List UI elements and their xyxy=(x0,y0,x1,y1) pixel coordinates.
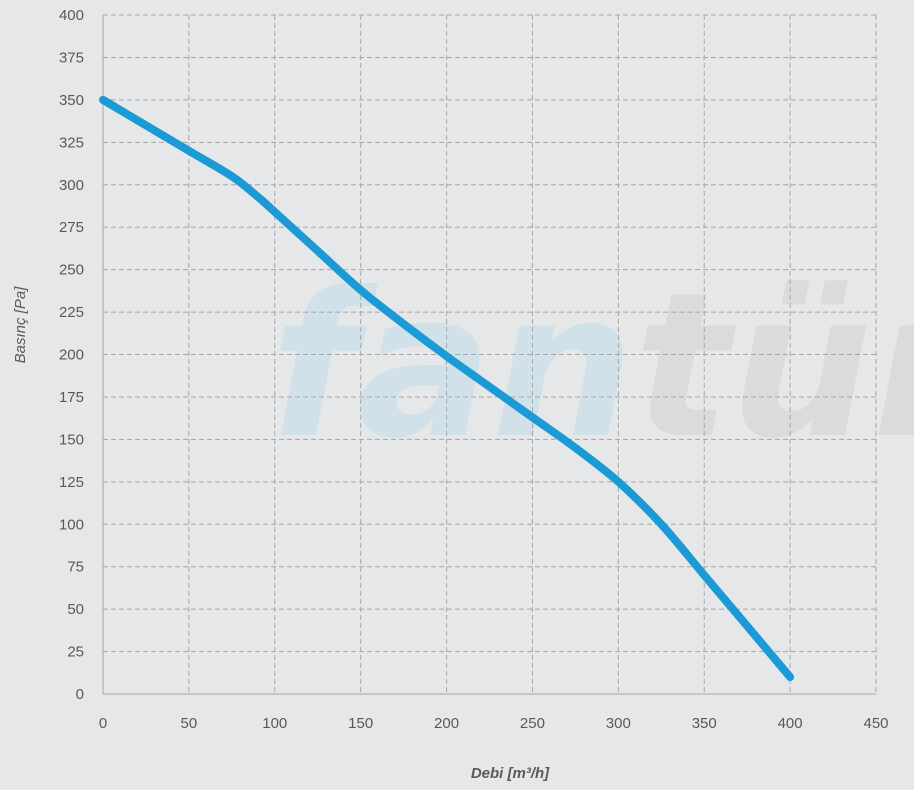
y-tick-label: 175 xyxy=(59,389,84,406)
y-tick-label: 375 xyxy=(59,49,84,66)
y-tick-label: 250 xyxy=(59,262,84,279)
y-tick-label: 325 xyxy=(59,134,84,151)
y-tick-label: 200 xyxy=(59,347,84,364)
y-tick-label: 150 xyxy=(59,431,84,448)
x-tick-label: 250 xyxy=(520,715,545,732)
series-group xyxy=(99,95,795,682)
y-tick-label: 125 xyxy=(59,474,84,491)
grid xyxy=(103,14,877,694)
x-axis-title: Debi [m³/h] xyxy=(471,765,550,782)
x-tick-label: 50 xyxy=(181,715,198,732)
y-tick-label: 0 xyxy=(76,686,84,703)
y-axis-title: Basınç [Pa] xyxy=(12,286,29,364)
y-tick-labels: 0 25 50 75 100 125 150 175 200 225 250 275 300 325 350… xyxy=(59,7,84,703)
y-tick-label: 300 xyxy=(59,177,84,194)
x-tick-labels: 0 50 100 150 200 250 300 350 400 450 xyxy=(99,715,889,732)
x-tick-label: 450 xyxy=(863,715,888,732)
watermark: fantürk xyxy=(270,250,914,483)
y-tick-label: 225 xyxy=(59,304,84,321)
x-tick-label: 300 xyxy=(606,715,631,732)
y-tick-label: 50 xyxy=(67,601,84,618)
y-tick-label: 100 xyxy=(59,516,84,533)
x-tick-label: 200 xyxy=(434,715,459,732)
x-tick-label: 400 xyxy=(778,715,803,732)
y-tick-label: 75 xyxy=(67,559,84,576)
watermark-text: fantürk xyxy=(270,250,914,483)
x-tick-label: 0 xyxy=(99,715,107,732)
x-tick-label: 150 xyxy=(348,715,373,732)
series-line-0 xyxy=(99,95,795,682)
y-tick-label: 275 xyxy=(59,219,84,236)
x-tick-label: 350 xyxy=(692,715,717,732)
x-tick-label: 100 xyxy=(262,715,287,732)
watermark-part-turk: türk xyxy=(634,250,914,483)
y-tick-label: 25 xyxy=(67,644,84,661)
y-tick-label: 350 xyxy=(59,92,84,109)
axes xyxy=(102,15,876,695)
y-tick-label: 400 xyxy=(59,7,84,24)
